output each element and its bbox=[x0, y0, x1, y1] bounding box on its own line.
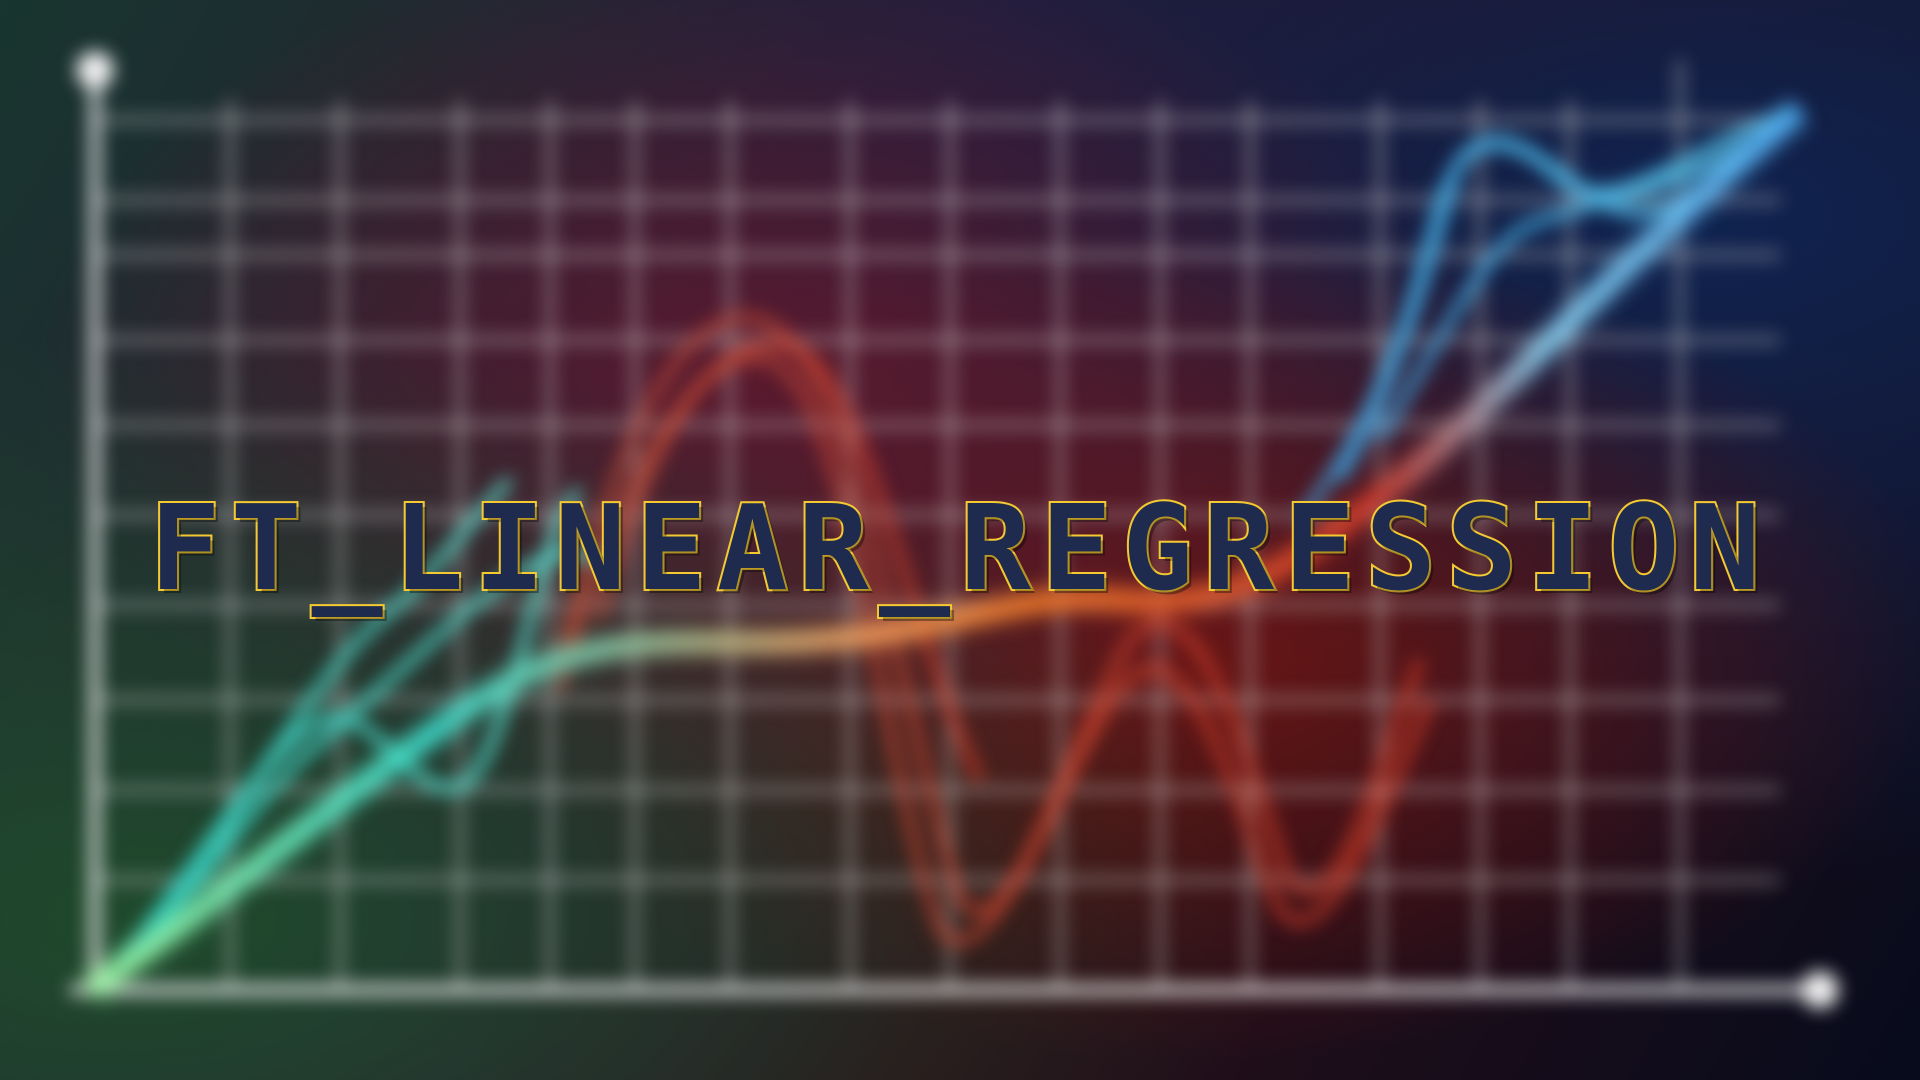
banner-title: FT_LINEAR_REGRESSION bbox=[148, 479, 1771, 617]
main-trend-wave-halo bbox=[79, 96, 1812, 1005]
chart-axes bbox=[70, 51, 1839, 1009]
